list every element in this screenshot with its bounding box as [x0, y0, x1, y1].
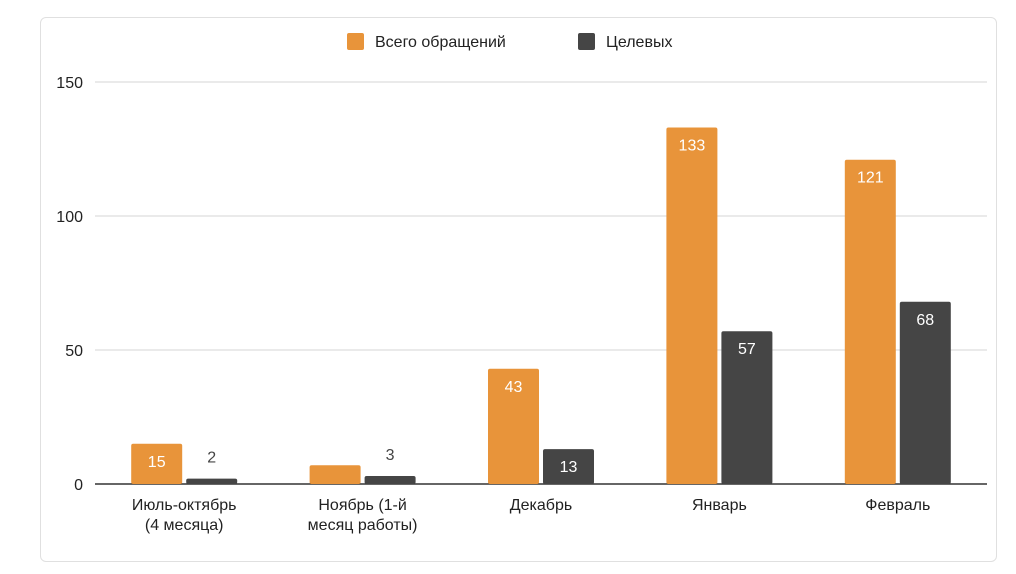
grid-lines [95, 81, 987, 485]
data-label-total-0: 15 [148, 454, 166, 471]
bars [131, 127, 951, 484]
bar-total-1 [309, 465, 361, 484]
data-label-total-4: 121 [857, 170, 884, 187]
data-label-total-2: 43 [505, 379, 523, 396]
legend: Всего обращений Целевых [347, 33, 672, 51]
data-label-target-3: 57 [738, 341, 756, 358]
legend-label-1: Целевых [606, 34, 672, 51]
y-tick-150: 150 [56, 75, 83, 92]
legend-swatch-0 [347, 33, 364, 50]
y-tick-50: 50 [65, 343, 83, 360]
bar-target-2 [543, 449, 594, 484]
bar-total-2 [488, 368, 539, 484]
bar-target-1 [364, 475, 416, 484]
y-tick-100: 100 [56, 209, 83, 226]
x-label-0: Июль-октябрь [132, 497, 237, 514]
data-label-target-0: 2 [207, 450, 216, 467]
bar-target-4 [899, 301, 951, 484]
bar-total-3 [666, 127, 718, 484]
data-label-target-2: 13 [560, 459, 578, 476]
y-tick-0: 0 [74, 477, 83, 494]
x-label-4: Февраль [865, 497, 930, 514]
x-axis-labels: Июль-октябрь (4 месяца) Ноябрь (1-й месяц р… [132, 497, 930, 534]
x-label-1-line2: месяц работы) [308, 517, 418, 534]
bar-target-3 [721, 331, 773, 484]
legend-label-0: Всего обращений [375, 34, 506, 51]
x-label-1: Ноябрь (1-й [318, 497, 406, 514]
bar-target-0 [186, 478, 238, 484]
bar-total-4 [844, 159, 896, 484]
legend-swatch-1 [578, 33, 595, 50]
data-label-target-4: 68 [916, 312, 934, 329]
y-axis-ticks: 0 50 100 150 [56, 75, 83, 494]
data-label-total-3: 133 [679, 138, 706, 155]
x-label-2: Декабрь [510, 497, 572, 514]
bar-total-0 [131, 443, 183, 484]
x-label-0-line2: (4 месяца) [145, 517, 224, 534]
data-labels: 15 2 3 43 13 133 57 121 68 [148, 138, 934, 477]
x-label-3: Январь [692, 497, 747, 514]
data-label-target-1: 3 [386, 447, 395, 464]
